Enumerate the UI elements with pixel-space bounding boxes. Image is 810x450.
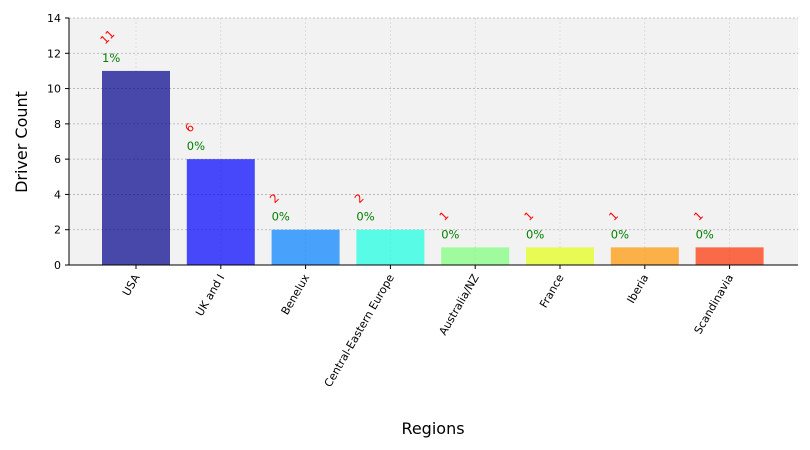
x-tick-label: Australia/NZ (436, 272, 482, 338)
x-tick-label: USA (120, 272, 143, 299)
percent-label: 0% (272, 210, 290, 224)
percent-label: 0% (696, 227, 714, 241)
x-tick-label: Scandinavia (692, 272, 737, 336)
y-tick-label: 4 (54, 188, 61, 201)
y-tick-label: 8 (54, 118, 61, 131)
percent-label: 0% (356, 210, 374, 224)
bar (441, 247, 510, 265)
bars (102, 70, 764, 265)
bar (695, 247, 764, 265)
percent-label: 0% (611, 227, 629, 241)
y-tick-label: 6 (54, 153, 61, 166)
plot-area-background (69, 18, 798, 265)
y-axis-title: Driver Count (12, 91, 31, 193)
bar (526, 247, 594, 265)
y-tick-label: 2 (54, 224, 61, 237)
x-tick-label: Benelux (279, 272, 313, 318)
x-tick-label: UK and I (193, 272, 227, 319)
x-tick-label: Central-Eastern Europe (322, 272, 397, 390)
percent-label: 0% (441, 227, 459, 241)
bar (186, 159, 255, 265)
y-axis: 0 2 4 6 8 10 12 14 (47, 12, 69, 272)
bar (610, 247, 679, 265)
y-tick-label: 0 (54, 259, 61, 272)
percent-label: 1% (102, 51, 120, 65)
bar (271, 229, 340, 265)
x-axis: USA UK and I Benelux Central-Eastern Europe… (120, 265, 736, 389)
y-tick-label: 12 (47, 47, 61, 60)
x-tick-label: Iberia (624, 272, 651, 306)
x-tick-label: France (537, 272, 567, 310)
bar (102, 70, 170, 265)
x-axis-title: Regions (401, 419, 464, 438)
y-tick-label: 14 (47, 12, 61, 25)
percent-label: 0% (526, 227, 544, 241)
y-tick-label: 10 (47, 83, 61, 96)
bar (356, 229, 425, 265)
percent-label: 0% (187, 139, 205, 153)
